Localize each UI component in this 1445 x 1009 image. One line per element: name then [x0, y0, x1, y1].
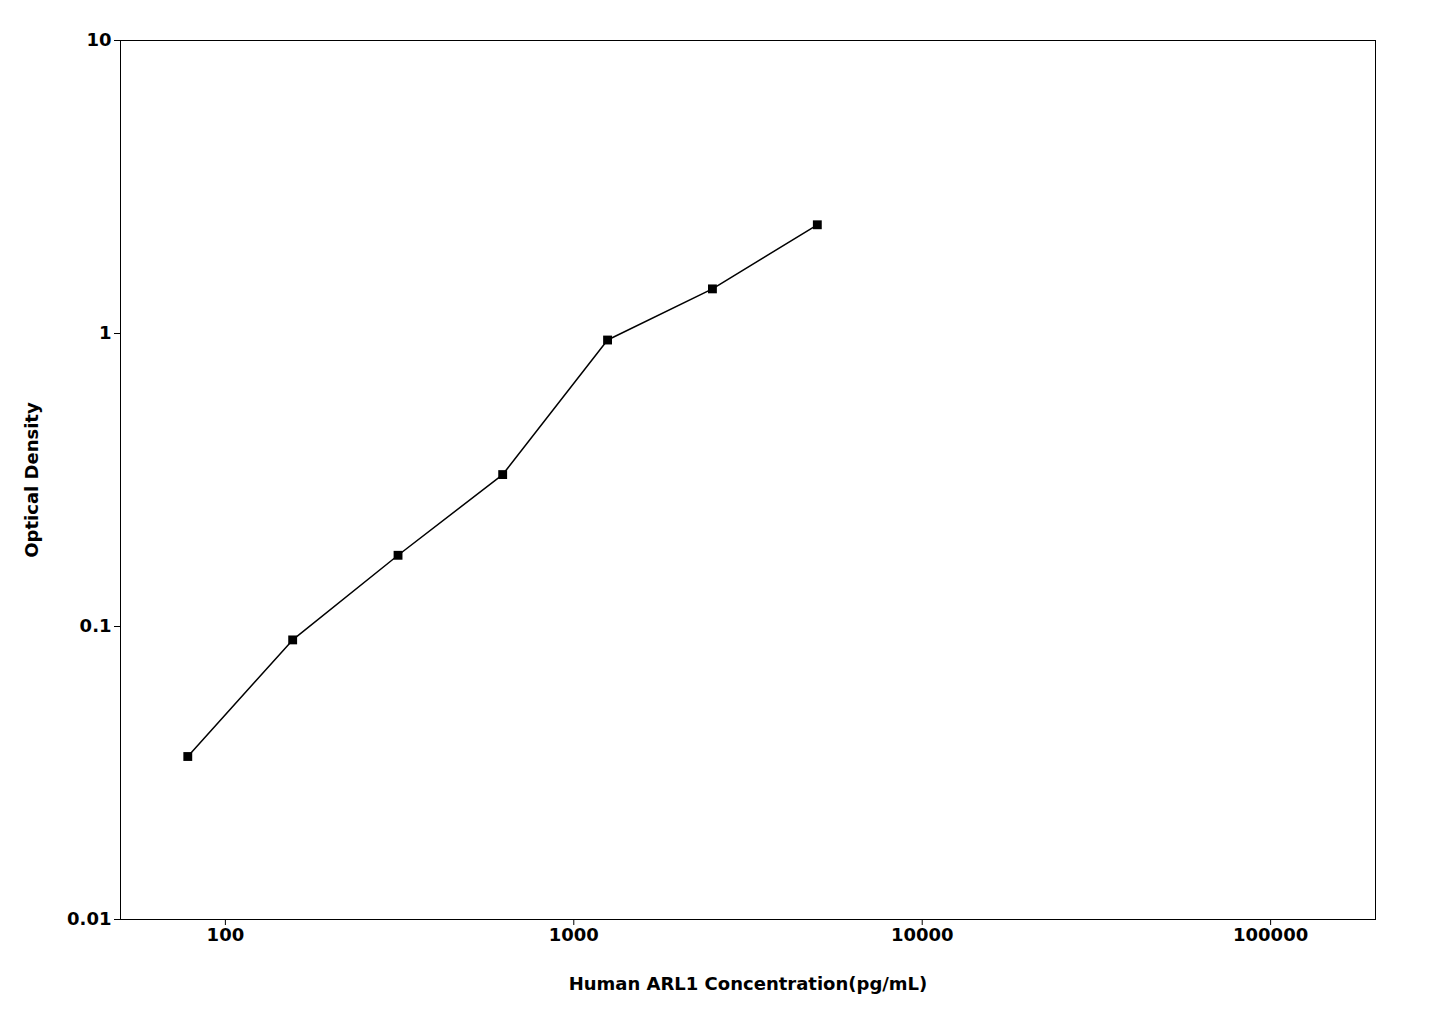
- svg-text:0.1: 0.1: [80, 615, 112, 636]
- svg-text:Optical Density: Optical Density: [21, 402, 42, 558]
- svg-text:1000: 1000: [549, 924, 599, 945]
- svg-text:Human ARL1 Concentration(pg/mL: Human ARL1 Concentration(pg/mL): [569, 973, 928, 994]
- svg-text:100: 100: [207, 924, 245, 945]
- svg-text:10000: 10000: [891, 924, 954, 945]
- svg-text:100000: 100000: [1233, 924, 1308, 945]
- svg-text:1: 1: [99, 322, 112, 343]
- svg-text:0.01: 0.01: [67, 908, 111, 929]
- svg-text:10: 10: [86, 29, 111, 50]
